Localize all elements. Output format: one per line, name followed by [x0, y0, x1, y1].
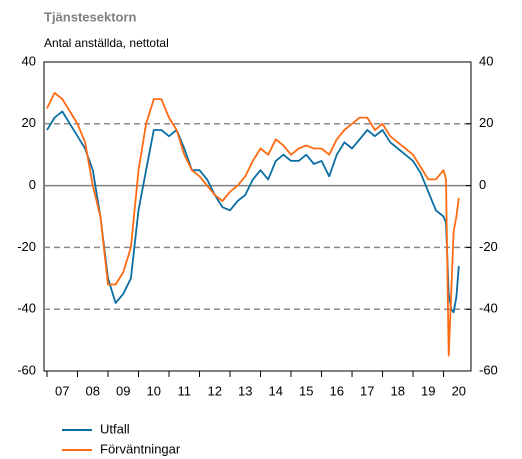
x-tick-label: 19	[421, 383, 435, 398]
chart-subtitle: Antal anställda, nettotal	[44, 36, 169, 50]
y-tick-label: 40	[22, 53, 36, 68]
y-tick-label: 20	[22, 115, 36, 130]
y2-tick-label: 20	[479, 115, 493, 130]
plot-frame	[43, 61, 472, 372]
x-tick-label: 16	[330, 383, 344, 398]
x-tick-label: 14	[269, 383, 283, 398]
x-tick-label: 09	[116, 383, 130, 398]
y2-tick-label: 40	[479, 53, 493, 68]
x-tick-label: 15	[299, 383, 313, 398]
x-tick-label: 10	[147, 383, 161, 398]
x-tick-label: 17	[360, 383, 374, 398]
chart-title: Tjänstesektorn	[44, 9, 137, 24]
x-tick-label: 08	[86, 383, 100, 398]
x-tick-label: 13	[238, 383, 252, 398]
y-tick-label: -60	[17, 362, 36, 377]
x-tick-label: 20	[452, 383, 466, 398]
x-tick-label: 12	[208, 383, 222, 398]
y-tick-label: 0	[29, 177, 36, 192]
y2-tick-label: -40	[479, 301, 498, 316]
y2-tick-label: -20	[479, 239, 498, 254]
line-series	[46, 110, 460, 314]
x-tick-label: 07	[55, 383, 69, 398]
x-tick-label: 18	[391, 383, 405, 398]
y2-tick-label: -60	[479, 362, 498, 377]
y-tick-label: -20	[17, 239, 36, 254]
y2-tick-label: 0	[479, 177, 486, 192]
line-series	[46, 92, 460, 357]
legend-label: Förväntningar	[100, 441, 181, 456]
legend-label: Utfall	[100, 421, 130, 436]
x-tick-label: 11	[178, 383, 192, 398]
y-tick-label: -40	[17, 301, 36, 316]
